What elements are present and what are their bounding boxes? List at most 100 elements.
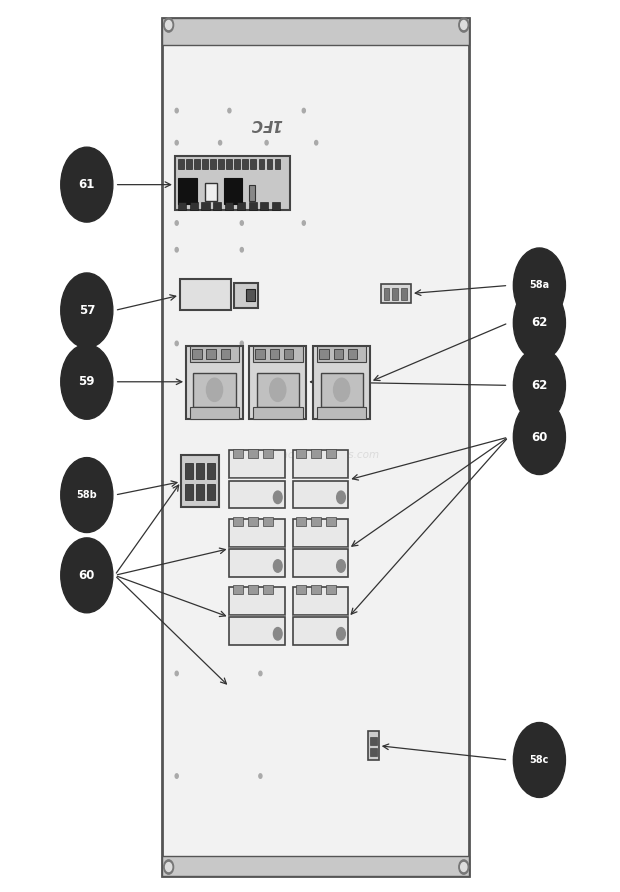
Text: 60: 60 bbox=[531, 431, 547, 443]
Circle shape bbox=[303, 108, 306, 112]
Bar bbox=[293, 519, 348, 547]
Circle shape bbox=[241, 247, 243, 252]
Bar bbox=[370, 737, 377, 745]
Bar bbox=[348, 349, 357, 359]
Bar bbox=[259, 159, 264, 169]
Bar bbox=[293, 450, 348, 478]
Text: 1FC: 1FC bbox=[250, 116, 283, 130]
Circle shape bbox=[459, 18, 469, 32]
Bar bbox=[190, 202, 198, 210]
Circle shape bbox=[273, 628, 282, 640]
Bar bbox=[207, 463, 215, 479]
Bar bbox=[162, 18, 469, 45]
Bar bbox=[326, 517, 336, 526]
Circle shape bbox=[303, 220, 306, 226]
Bar bbox=[229, 519, 285, 547]
Circle shape bbox=[337, 560, 345, 573]
Bar bbox=[218, 159, 224, 169]
Bar bbox=[293, 617, 348, 645]
Bar bbox=[293, 549, 348, 577]
Bar bbox=[162, 856, 469, 876]
Circle shape bbox=[461, 21, 467, 29]
Bar bbox=[234, 159, 240, 169]
Circle shape bbox=[513, 400, 565, 475]
Bar bbox=[229, 617, 285, 645]
Bar bbox=[257, 373, 299, 407]
Circle shape bbox=[228, 108, 231, 112]
Bar bbox=[392, 288, 398, 300]
Bar bbox=[267, 159, 272, 169]
Bar bbox=[272, 202, 280, 210]
Bar bbox=[175, 156, 290, 210]
Bar bbox=[185, 484, 193, 500]
Bar bbox=[317, 407, 366, 419]
Circle shape bbox=[513, 285, 565, 360]
Bar bbox=[248, 517, 258, 526]
Bar bbox=[194, 159, 200, 169]
Bar bbox=[293, 587, 348, 615]
Bar bbox=[384, 288, 389, 300]
Circle shape bbox=[166, 21, 172, 29]
Bar bbox=[249, 185, 255, 201]
Circle shape bbox=[259, 672, 262, 676]
Bar bbox=[246, 289, 255, 301]
Bar bbox=[253, 407, 303, 419]
Bar bbox=[206, 349, 216, 359]
Bar bbox=[192, 349, 202, 359]
Bar bbox=[226, 159, 232, 169]
Bar bbox=[213, 202, 221, 210]
Bar bbox=[224, 178, 242, 204]
Circle shape bbox=[61, 273, 113, 348]
Bar bbox=[178, 159, 184, 169]
Bar bbox=[326, 449, 336, 458]
Circle shape bbox=[175, 247, 179, 252]
Bar bbox=[401, 288, 407, 300]
Bar bbox=[185, 463, 193, 479]
Circle shape bbox=[164, 860, 174, 874]
Circle shape bbox=[175, 220, 179, 226]
Circle shape bbox=[273, 491, 282, 504]
Bar bbox=[296, 449, 306, 458]
Circle shape bbox=[334, 378, 350, 401]
Text: 61: 61 bbox=[79, 178, 95, 191]
Bar bbox=[321, 373, 363, 407]
Bar bbox=[263, 517, 273, 526]
Bar bbox=[249, 202, 257, 210]
Circle shape bbox=[175, 108, 179, 112]
Bar bbox=[293, 481, 348, 508]
Bar bbox=[233, 517, 243, 526]
Circle shape bbox=[218, 140, 222, 145]
Bar bbox=[284, 349, 293, 359]
Bar bbox=[334, 349, 343, 359]
Bar bbox=[263, 585, 273, 594]
Text: 59: 59 bbox=[79, 376, 95, 388]
Circle shape bbox=[61, 147, 113, 222]
Circle shape bbox=[61, 538, 113, 613]
Circle shape bbox=[175, 341, 179, 345]
Bar bbox=[296, 585, 306, 594]
Bar bbox=[234, 283, 258, 308]
Circle shape bbox=[337, 628, 345, 640]
Bar bbox=[250, 159, 256, 169]
Bar bbox=[263, 449, 273, 458]
Bar bbox=[248, 585, 258, 594]
Circle shape bbox=[459, 860, 469, 874]
Circle shape bbox=[513, 723, 565, 797]
Circle shape bbox=[61, 344, 113, 419]
Bar bbox=[311, 585, 321, 594]
Text: 58c: 58c bbox=[529, 755, 549, 765]
Bar bbox=[210, 159, 216, 169]
Bar bbox=[186, 346, 243, 419]
Bar bbox=[190, 346, 239, 362]
Circle shape bbox=[175, 672, 179, 676]
Text: 62: 62 bbox=[531, 317, 547, 329]
Circle shape bbox=[241, 341, 243, 345]
Bar bbox=[225, 202, 233, 210]
Bar bbox=[313, 346, 370, 419]
Bar bbox=[296, 517, 306, 526]
Bar bbox=[326, 585, 336, 594]
Bar bbox=[319, 349, 329, 359]
Bar bbox=[253, 346, 303, 362]
Circle shape bbox=[337, 491, 345, 504]
Bar bbox=[221, 349, 230, 359]
